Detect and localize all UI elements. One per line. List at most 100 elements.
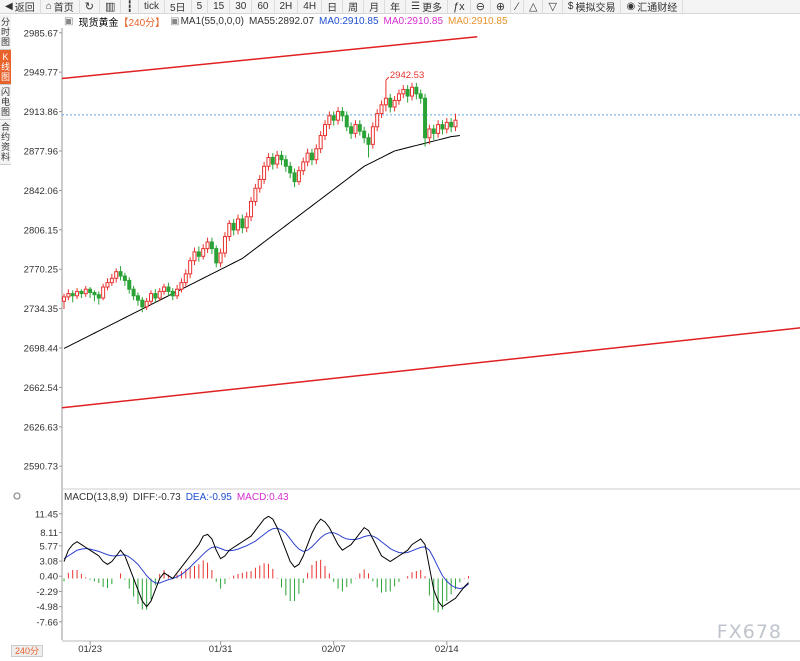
candle-38: [227, 220, 232, 241]
candle-0: [62, 293, 66, 309]
candle-body: [244, 216, 249, 229]
toolbar-button-bar-chart[interactable]: ▥: [100, 0, 122, 14]
candle-body: [288, 165, 293, 174]
candle-71: [370, 122, 375, 149]
candle-body: [144, 300, 149, 308]
candle-body: [66, 293, 71, 298]
y-tick-label: 2770.25: [24, 265, 58, 276]
toolbar-button-fx[interactable]: ƒx: [448, 0, 471, 14]
candle-body: [340, 110, 345, 117]
main-legend: ▣ 现货黄金 【240分】 ▣ MA1(55,0,0,0) MA55:2892.…: [64, 15, 513, 29]
candle-body: [309, 152, 314, 161]
candle-1: [66, 289, 71, 301]
toolbar-button-日[interactable]: 日: [322, 0, 344, 14]
candle-83: [423, 93, 428, 147]
chart-toolbar: ◀ 返回 ⌂ 首页 ↻ ▥ ┇ tick 5日 5 15 30 60 2H 4H 日周月年 ☰ 更多 ƒx ⊖ ⊕ ∕ △ ▽…: [0, 0, 800, 14]
x-tick-label: 01/23: [78, 644, 102, 655]
candle-body: [344, 115, 349, 128]
candle-89: [449, 118, 454, 133]
candle-body: [327, 115, 332, 126]
candle-69: [362, 126, 367, 144]
ma55-line: [63, 134, 460, 349]
candle-29: [188, 257, 193, 279]
candle-36: [218, 248, 223, 268]
candle-body: [83, 288, 88, 295]
candle-34: [209, 237, 214, 255]
toolbar-button-15[interactable]: 15: [208, 0, 231, 14]
toolbar-button-5日[interactable]: 5日: [165, 0, 192, 14]
candle-body: [179, 282, 184, 290]
candle-body: [192, 251, 197, 262]
toolbar-button-年[interactable]: 年: [385, 0, 407, 14]
toolbar-button-30[interactable]: 30: [230, 0, 253, 14]
candle-body: [131, 288, 136, 297]
candle-54: [296, 166, 301, 185]
toolbar-button-5[interactable]: 5: [192, 0, 209, 14]
zoom-in-icon: ⊕: [495, 1, 506, 13]
toolbar-button-首页[interactable]: ⌂ 首页: [41, 0, 80, 14]
toolbar-button-triangle-up[interactable]: △: [524, 0, 544, 14]
toolbar-button-tick[interactable]: tick: [139, 0, 165, 14]
toolbar-button-汇通财经[interactable]: ◉ 汇通财经: [621, 0, 684, 14]
toolbar-label: 5日: [170, 3, 186, 14]
side-tab-1[interactable]: K线图: [0, 50, 11, 85]
y-tick-label: 2985.67: [24, 28, 58, 39]
toolbar-button-2H[interactable]: 2H: [275, 0, 299, 14]
candle-87: [440, 120, 445, 135]
toolbar-button-4H[interactable]: 4H: [298, 0, 323, 14]
toolbar-label: 30: [235, 1, 247, 12]
candle-13: [118, 266, 123, 281]
side-tab-0[interactable]: 分时图: [0, 15, 11, 50]
macd-diff-line: [63, 515, 469, 608]
candle-24: [166, 282, 171, 296]
candle-14: [122, 272, 127, 286]
candle-25: [170, 288, 175, 301]
candle-body: [305, 152, 310, 163]
toolbar-button-更多[interactable]: ☰ 更多: [406, 0, 449, 14]
bar-chart-icon: ▥: [104, 1, 116, 13]
side-tab-3[interactable]: 合约资料: [0, 120, 11, 165]
candle-body: [292, 172, 297, 183]
side-tab-2[interactable]: 闪电图: [0, 85, 11, 120]
candle-body: [188, 260, 193, 275]
toolbar-button-返回[interactable]: ◀ 返回: [0, 0, 41, 14]
toolbar-button-triangle-down[interactable]: ▽: [543, 0, 563, 14]
candle-68: [357, 120, 362, 136]
y-tick-label: 2590.73: [24, 462, 58, 473]
macd-value: MACD:0.43: [236, 492, 289, 503]
toolbar-label: 更多: [422, 3, 443, 14]
candle-body: [275, 154, 280, 165]
zoom-out-icon: ⊖: [475, 1, 485, 13]
toolbar-button-zoom-out[interactable]: ⊖: [471, 0, 491, 14]
toolbar-button-draw-line[interactable]: ∕: [511, 0, 524, 14]
toolbar-button-月[interactable]: 月: [364, 0, 386, 14]
toolbar-button-refresh[interactable]: ↻: [80, 0, 100, 14]
candle-10: [105, 278, 110, 291]
toolbar-button-模拟交易[interactable]: $ 模拟交易: [563, 0, 622, 14]
candle-body: [379, 104, 384, 115]
candle-72: [375, 109, 380, 132]
candle-body: [427, 128, 432, 139]
candle-50: [279, 150, 284, 166]
candle-body: [240, 218, 245, 229]
candle-2: [70, 290, 75, 303]
watermark: FX678: [716, 621, 782, 643]
candle-6: [88, 287, 93, 298]
candle-4: [79, 289, 84, 298]
toolbar-button-60[interactable]: 60: [252, 0, 275, 14]
toolbar-button-周[interactable]: 周: [343, 0, 365, 14]
candle-body: [96, 294, 101, 299]
candle-body: [383, 97, 388, 106]
toolbar-button-candlestick[interactable]: ┇: [121, 0, 139, 14]
legend-ma0-b: MA0:2910.85: [383, 16, 444, 27]
toolbar-label: 60: [257, 1, 269, 12]
macd-dea: DEA:-0.95: [185, 492, 232, 503]
period-badge[interactable]: 240分: [11, 645, 44, 657]
candle-19: [144, 298, 149, 311]
candle-body: [423, 97, 428, 139]
candle-44: [253, 183, 258, 206]
toolbar-button-zoom-in[interactable]: ⊕: [491, 0, 512, 14]
candle-body: [401, 88, 406, 95]
candle-48: [270, 153, 275, 170]
